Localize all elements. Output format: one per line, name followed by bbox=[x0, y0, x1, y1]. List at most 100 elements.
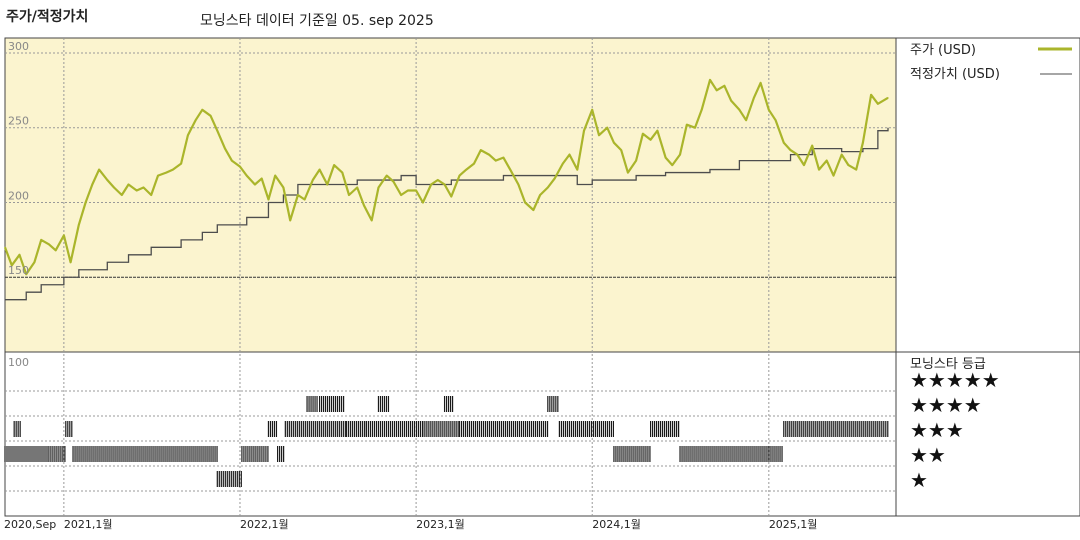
price-point bbox=[386, 174, 388, 177]
price-point bbox=[48, 243, 50, 245]
legend-price-label: 주가 (USD) bbox=[910, 43, 976, 58]
price-point bbox=[98, 168, 100, 171]
rating-y-tick-label: 100 bbox=[8, 356, 29, 369]
price-point bbox=[312, 179, 314, 181]
price-point bbox=[91, 183, 93, 186]
price-point bbox=[415, 189, 417, 192]
price-point bbox=[789, 149, 792, 151]
price-point bbox=[326, 183, 328, 186]
price-point bbox=[723, 85, 726, 87]
price-point bbox=[55, 249, 57, 251]
price-point bbox=[18, 254, 21, 256]
y-tick-label: 250 bbox=[8, 115, 29, 128]
star-legend-row: ★★★ bbox=[910, 418, 964, 442]
price-point bbox=[553, 177, 556, 180]
price-point bbox=[187, 134, 189, 136]
price-point bbox=[887, 97, 889, 99]
price-point bbox=[422, 201, 424, 204]
rating-segment bbox=[650, 421, 680, 437]
price-point bbox=[495, 160, 497, 162]
star-legend: ★★★★★★★★★★★★★★★ bbox=[910, 368, 1000, 492]
price-point bbox=[591, 109, 593, 111]
price-point bbox=[400, 194, 402, 196]
rating-grid bbox=[5, 390, 896, 492]
x-tick-label: 2023,1월 bbox=[416, 518, 465, 531]
legend-box bbox=[895, 37, 1080, 353]
price-point bbox=[458, 174, 461, 177]
price-point bbox=[11, 264, 13, 266]
price-point bbox=[318, 168, 321, 171]
star-legend-row: ★★ bbox=[910, 443, 946, 467]
rating-segment bbox=[547, 396, 559, 412]
price-point bbox=[297, 194, 299, 196]
price-point bbox=[576, 168, 578, 171]
price-point bbox=[547, 186, 549, 189]
price-point bbox=[261, 177, 263, 180]
rating-bars bbox=[4, 396, 889, 487]
price-point bbox=[4, 246, 6, 248]
price-point bbox=[239, 165, 241, 168]
rating-segment bbox=[284, 421, 346, 437]
price-point bbox=[231, 160, 233, 162]
rating-segment bbox=[458, 421, 549, 437]
star-legend-row: ★ bbox=[910, 468, 928, 492]
price-point bbox=[106, 179, 108, 181]
price-point bbox=[267, 198, 270, 201]
price-point bbox=[473, 163, 475, 165]
price-point bbox=[877, 103, 879, 105]
rating-segment bbox=[613, 446, 651, 462]
price-point bbox=[650, 139, 652, 141]
rating-segment bbox=[377, 396, 390, 412]
price-point bbox=[78, 224, 80, 226]
price-point bbox=[760, 82, 762, 84]
x-tick-label: 2024,1월 bbox=[592, 518, 641, 531]
price-point bbox=[437, 179, 439, 181]
price-point bbox=[768, 109, 770, 111]
rating-segment bbox=[277, 446, 285, 462]
rating-segment bbox=[679, 446, 783, 462]
price-point bbox=[847, 164, 850, 166]
rating-segment bbox=[48, 446, 66, 462]
price-point bbox=[539, 194, 541, 196]
price-point bbox=[656, 130, 658, 132]
rating-segment bbox=[318, 396, 345, 412]
price-point bbox=[33, 261, 36, 263]
price-point bbox=[606, 127, 608, 129]
rating-segment bbox=[267, 421, 278, 437]
price-point bbox=[524, 201, 526, 204]
price-point bbox=[598, 134, 600, 136]
chart-title: 주가/적정가치 bbox=[6, 9, 89, 25]
price-point bbox=[745, 119, 747, 121]
price-point bbox=[686, 124, 688, 126]
price-point bbox=[180, 163, 182, 165]
price-point bbox=[377, 186, 380, 189]
price-point bbox=[532, 209, 534, 211]
price-point bbox=[730, 100, 732, 102]
price-point bbox=[826, 160, 828, 162]
price-point bbox=[783, 142, 785, 144]
rating-segment bbox=[216, 471, 242, 487]
price-point bbox=[664, 157, 667, 159]
price-point bbox=[465, 168, 467, 171]
y-tick-label: 200 bbox=[8, 189, 29, 202]
price-point bbox=[709, 79, 711, 81]
price-point bbox=[289, 219, 291, 222]
price-point bbox=[870, 94, 872, 96]
price-point bbox=[341, 171, 343, 174]
price-point bbox=[25, 273, 27, 275]
price-point bbox=[63, 234, 65, 236]
price-point bbox=[620, 149, 622, 151]
rating-segment bbox=[72, 446, 218, 462]
rating-panel-title: 모닝스타 등급 bbox=[910, 357, 986, 372]
y-tick-labels: 150 200 250 300 100 bbox=[8, 40, 29, 369]
price-point bbox=[716, 89, 718, 91]
rating-segment bbox=[241, 446, 269, 462]
price-point bbox=[480, 149, 482, 151]
price-point bbox=[165, 171, 167, 174]
price-point bbox=[84, 201, 87, 204]
price-point bbox=[172, 168, 174, 171]
rating-segment bbox=[13, 421, 21, 437]
price-point bbox=[363, 204, 365, 207]
price-point bbox=[142, 186, 145, 189]
